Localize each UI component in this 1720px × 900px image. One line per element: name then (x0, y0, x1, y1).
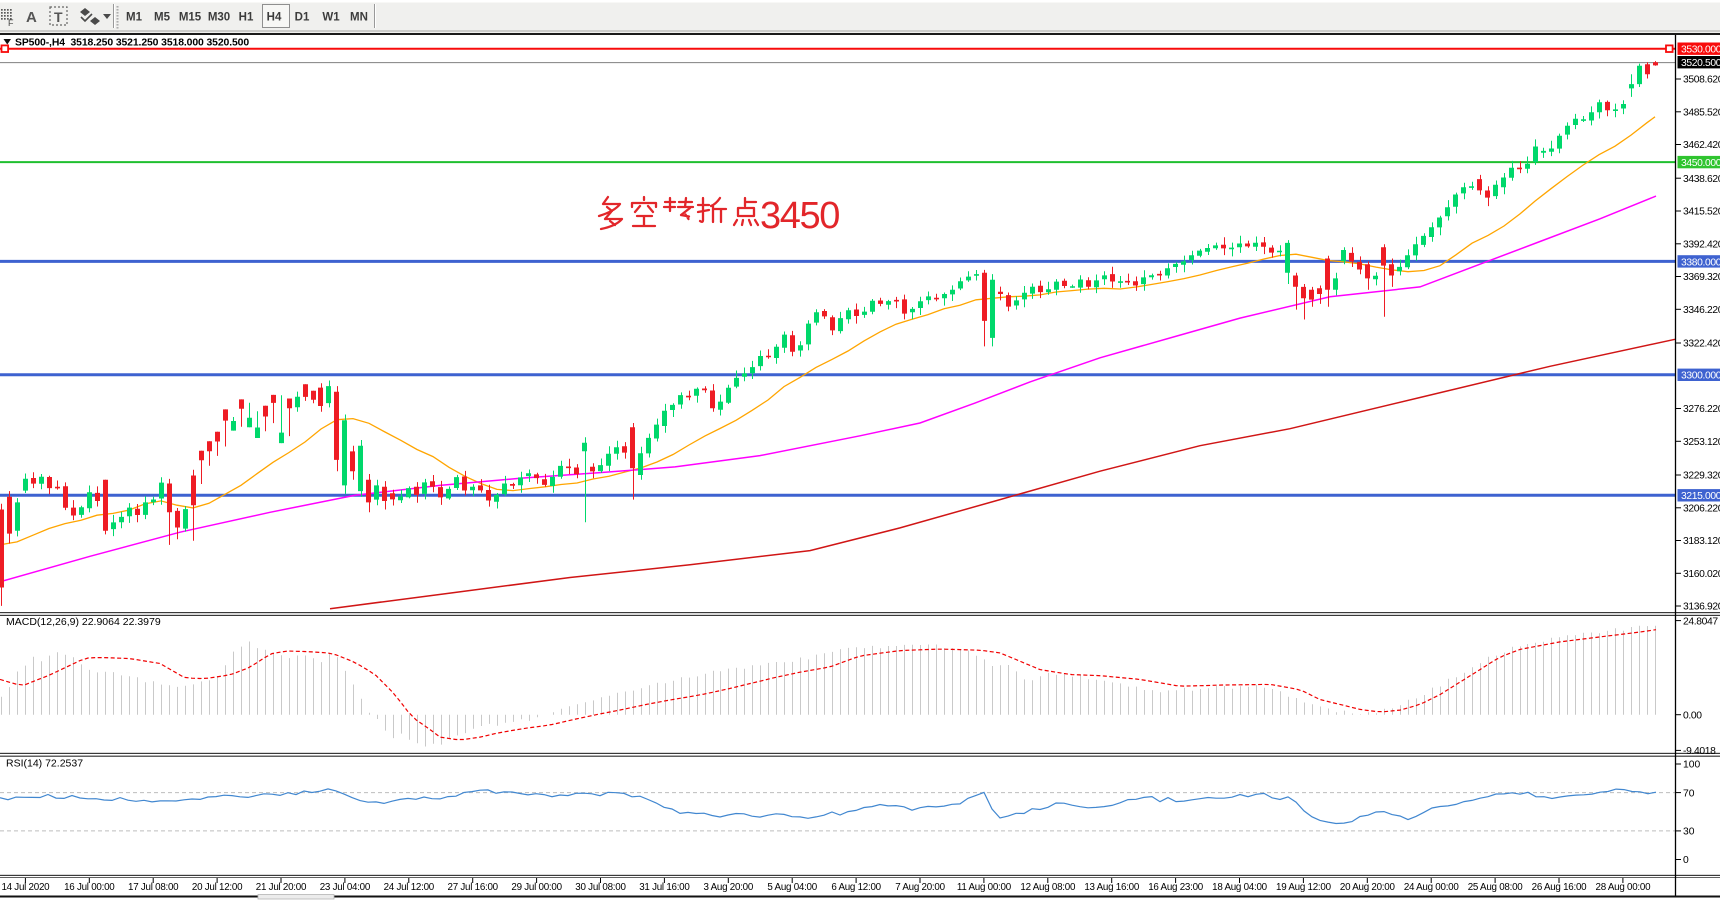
svg-text:3415.520: 3415.520 (1683, 207, 1720, 218)
svg-text:3450: 3450 (760, 195, 839, 237)
svg-text:SP500-,H4 3518.250 3521.250 3: SP500-,H4 3518.250 3521.250 3518.000 352… (15, 38, 249, 49)
svg-text:3438.620: 3438.620 (1683, 174, 1720, 185)
svg-text:31 Jul 16:00: 31 Jul 16:00 (639, 882, 690, 893)
svg-text:3530.000: 3530.000 (1681, 45, 1720, 56)
svg-text:23 Jul 04:00: 23 Jul 04:00 (320, 882, 371, 893)
svg-text:21 Jul 20:00: 21 Jul 20:00 (256, 882, 307, 893)
svg-text:14 Jul 2020: 14 Jul 2020 (1, 882, 50, 893)
svg-text:16 Jul 00:00: 16 Jul 00:00 (64, 882, 115, 893)
svg-text:16 Aug 23:00: 16 Aug 23:00 (1148, 882, 1204, 893)
svg-text:D1: D1 (295, 12, 310, 24)
svg-text:3450.000: 3450.000 (1681, 158, 1720, 169)
svg-text:3485.520: 3485.520 (1683, 108, 1720, 119)
svg-text:3346.220: 3346.220 (1683, 305, 1720, 316)
svg-text:5 Aug 04:00: 5 Aug 04:00 (767, 882, 817, 893)
svg-text:3215.000: 3215.000 (1681, 491, 1720, 502)
svg-text:12 Aug 08:00: 12 Aug 08:00 (1020, 882, 1076, 893)
svg-text:A: A (26, 9, 37, 26)
svg-text:0.00: 0.00 (1683, 710, 1702, 721)
svg-text:3380.000: 3380.000 (1681, 257, 1720, 268)
svg-text:26 Aug 16:00: 26 Aug 16:00 (1532, 882, 1588, 893)
svg-text:3462.420: 3462.420 (1683, 140, 1720, 151)
svg-text:M1: M1 (126, 12, 143, 24)
svg-text:3322.420: 3322.420 (1683, 339, 1720, 350)
svg-text:3 Aug 20:00: 3 Aug 20:00 (704, 882, 754, 893)
svg-text:3229.320: 3229.320 (1683, 471, 1720, 482)
svg-text:3253.120: 3253.120 (1683, 437, 1720, 448)
svg-text:MN: MN (350, 12, 368, 24)
svg-text:H1: H1 (239, 12, 254, 24)
svg-text:3206.220: 3206.220 (1683, 504, 1720, 515)
svg-text:RSI(14) 72.2537: RSI(14) 72.2537 (6, 758, 83, 770)
svg-text:3160.020: 3160.020 (1683, 569, 1720, 580)
svg-text:25 Aug 08:00: 25 Aug 08:00 (1468, 882, 1524, 893)
svg-text:100: 100 (1683, 760, 1700, 771)
svg-text:M15: M15 (179, 12, 202, 24)
svg-text:0: 0 (1683, 855, 1689, 866)
svg-text:3136.920: 3136.920 (1683, 602, 1720, 613)
svg-text:MACD(12,26,9) 22.9064 22.3979: MACD(12,26,9) 22.9064 22.3979 (6, 616, 161, 628)
svg-text:3276.220: 3276.220 (1683, 404, 1720, 415)
svg-text:M30: M30 (208, 12, 230, 24)
svg-text:24 Aug 00:00: 24 Aug 00:00 (1404, 882, 1460, 893)
svg-text:3369.320: 3369.320 (1683, 272, 1720, 283)
svg-text:3520.500: 3520.500 (1681, 58, 1720, 69)
svg-text:17 Jul 08:00: 17 Jul 08:00 (128, 882, 179, 893)
svg-text:19 Aug 12:00: 19 Aug 12:00 (1276, 882, 1332, 893)
svg-text:3508.620: 3508.620 (1683, 75, 1720, 86)
svg-text:3300.000: 3300.000 (1681, 371, 1720, 382)
svg-text:T: T (54, 9, 63, 25)
svg-text:28 Aug 00:00: 28 Aug 00:00 (1596, 882, 1652, 893)
svg-text:7 Aug 20:00: 7 Aug 20:00 (895, 882, 945, 893)
svg-text:30 Jul 08:00: 30 Jul 08:00 (575, 882, 626, 893)
svg-text:F: F (8, 18, 14, 28)
svg-text:W1: W1 (322, 12, 340, 24)
svg-text:11 Aug 00:00: 11 Aug 00:00 (957, 882, 1012, 893)
svg-text:29 Jul 00:00: 29 Jul 00:00 (511, 882, 562, 893)
svg-text:-9.4018: -9.4018 (1683, 746, 1716, 757)
svg-text:70: 70 (1683, 788, 1695, 799)
svg-text:27 Jul 16:00: 27 Jul 16:00 (448, 882, 499, 893)
svg-text:20 Aug 20:00: 20 Aug 20:00 (1340, 882, 1396, 893)
svg-text:24.8047: 24.8047 (1683, 616, 1718, 627)
svg-text:H4: H4 (267, 12, 282, 24)
svg-text:20 Jul 12:00: 20 Jul 12:00 (192, 882, 243, 893)
svg-text:6 Aug 12:00: 6 Aug 12:00 (831, 882, 881, 893)
svg-text:13 Aug 16:00: 13 Aug 16:00 (1084, 882, 1140, 893)
svg-text:M5: M5 (154, 12, 171, 24)
svg-text:3392.420: 3392.420 (1683, 240, 1720, 251)
svg-text:30: 30 (1683, 827, 1695, 838)
svg-text:24 Jul 12:00: 24 Jul 12:00 (384, 882, 435, 893)
svg-text:3183.120: 3183.120 (1683, 536, 1720, 547)
svg-text:18 Aug 04:00: 18 Aug 04:00 (1212, 882, 1268, 893)
